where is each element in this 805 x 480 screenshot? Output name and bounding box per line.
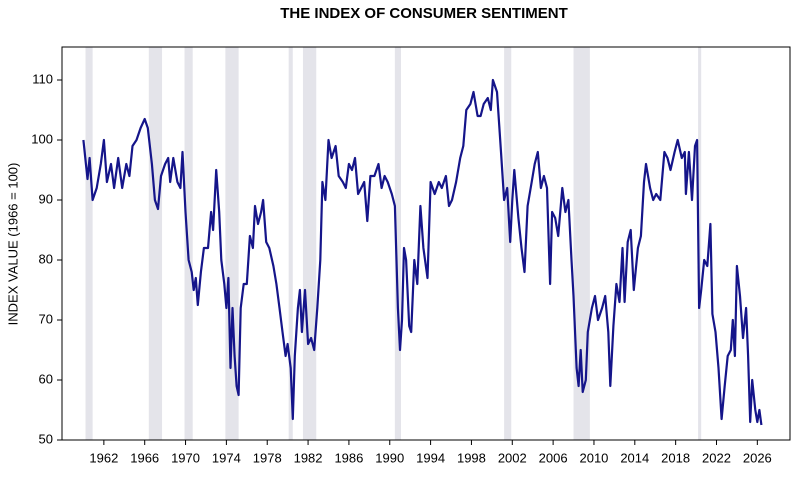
recession-band — [698, 47, 702, 440]
series-line — [82, 78, 763, 426]
x-tick-label: 1974 — [212, 450, 241, 465]
y-tick-label: 50 — [39, 431, 53, 446]
x-tick-label: 1966 — [130, 450, 159, 465]
chart-title: THE INDEX OF CONSUMER SENTIMENT — [280, 5, 568, 22]
recession-band — [573, 47, 590, 440]
recession-band — [288, 47, 293, 440]
y-tick-label: 100 — [31, 131, 53, 146]
x-tick-label: 1970 — [171, 450, 200, 465]
recession-band — [225, 47, 239, 440]
recession-band — [504, 47, 512, 440]
y-tick-label: 90 — [39, 191, 53, 206]
x-tick-label: 2014 — [620, 450, 649, 465]
x-tick-label: 1990 — [375, 450, 404, 465]
x-tick-label: 2018 — [661, 450, 690, 465]
y-tick-label: 60 — [39, 371, 53, 386]
x-tick-label: 1998 — [457, 450, 486, 465]
y-tick-label: 70 — [39, 311, 53, 326]
x-tick-label: 1986 — [334, 450, 363, 465]
x-tick-label: 1994 — [416, 450, 445, 465]
x-tick-label: 2006 — [539, 450, 568, 465]
x-tick-label: 2026 — [743, 450, 772, 465]
recession-band — [302, 47, 317, 440]
x-tick-label: 2002 — [498, 450, 527, 465]
x-tick-label: 2022 — [702, 450, 731, 465]
y-axis-label: INDEX VALUE (1966 = 100) — [5, 163, 20, 326]
recession-band — [85, 47, 93, 440]
y-tick-label: 110 — [32, 71, 53, 86]
x-tick-label: 2010 — [579, 450, 608, 465]
x-tick-label: 1962 — [89, 450, 118, 465]
recession-band — [148, 47, 163, 440]
plot-frame — [61, 46, 791, 441]
recession-band — [394, 47, 401, 440]
y-tick-label: 80 — [39, 251, 53, 266]
x-tick-label: 1982 — [294, 450, 323, 465]
x-tick-label: 1978 — [253, 450, 282, 465]
